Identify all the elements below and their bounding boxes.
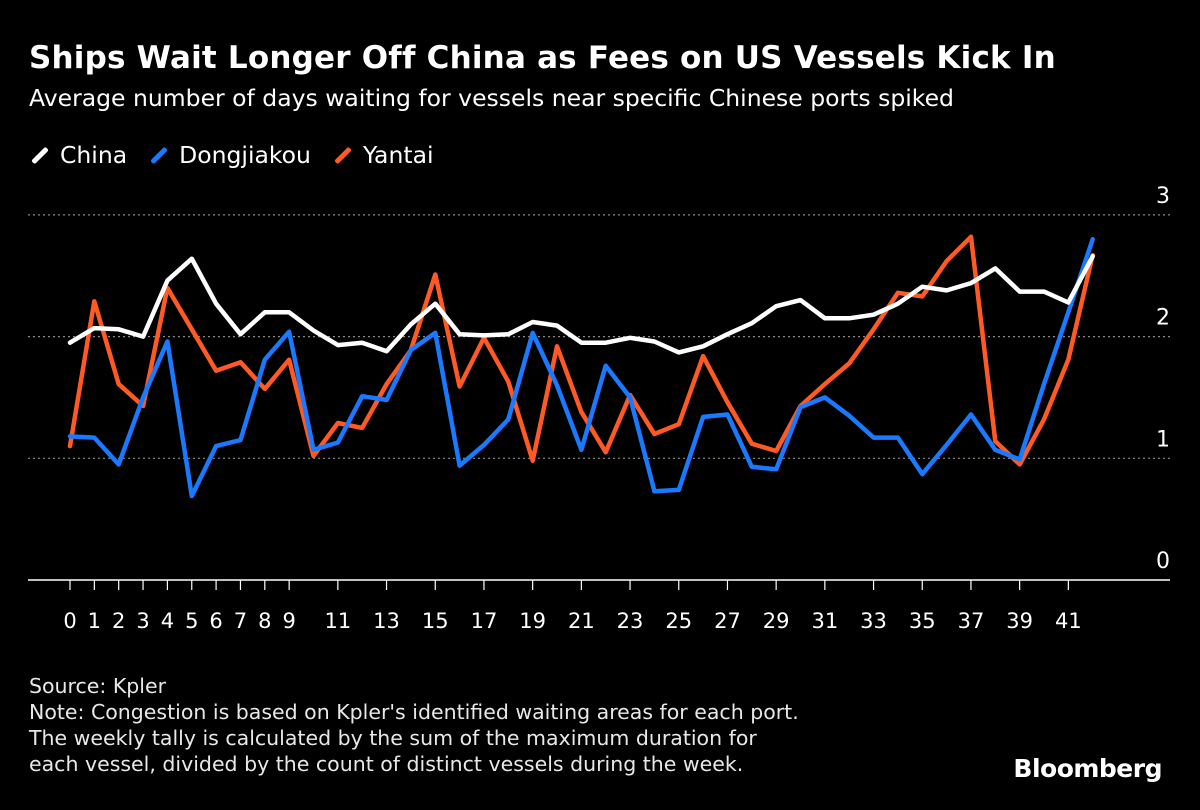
chart-subtitle: Average number of days waiting for vesse…: [29, 84, 954, 112]
x-tick-label-8: 8: [258, 609, 271, 633]
note-text: Note: Congestion is based on Kpler's ide…: [29, 699, 969, 777]
x-tick-label-15: 15: [422, 609, 449, 633]
x-tick-label-13: 13: [373, 609, 400, 633]
x-tick-label-29: 29: [763, 609, 790, 633]
y-tick-label-0: 0: [1156, 549, 1170, 574]
x-tick-label-7: 7: [234, 609, 247, 633]
x-tick-label-11: 11: [324, 609, 351, 633]
note-line-1: Note: Congestion is based on Kpler's ide…: [29, 700, 799, 724]
x-tick-label-3: 3: [136, 609, 149, 633]
x-tick-label-35: 35: [909, 609, 936, 633]
series-line-dongjiakou: [67, 236, 1095, 499]
x-tick-label-4: 4: [161, 609, 174, 633]
legend-label-china: China: [60, 141, 128, 169]
y-tick-label-3: 3: [1156, 184, 1170, 209]
legend-item-china: China: [30, 141, 127, 169]
series-line-china: [67, 254, 1095, 355]
x-tick-label-39: 39: [1006, 609, 1033, 633]
x-tick-label-37: 37: [958, 609, 985, 633]
legend-label-dongjiakou: Dongjiakou: [179, 141, 311, 169]
x-tick-label-21: 21: [568, 609, 595, 633]
note-line-3: each vessel, divided by the count of dis…: [29, 752, 744, 776]
x-tick-label-6: 6: [209, 609, 222, 633]
legend-item-yantai: Yantai: [333, 141, 434, 169]
x-tick-label-31: 31: [811, 609, 838, 633]
y-tick-label-1: 1: [1156, 427, 1170, 452]
x-tick-label-41: 41: [1055, 609, 1082, 633]
x-tick-label-19: 19: [519, 609, 546, 633]
x-tick-label-5: 5: [185, 609, 198, 633]
legend-label-yantai: Yantai: [362, 141, 434, 169]
x-tick-label-1: 1: [88, 609, 101, 633]
legend-item-dongjiakou: Dongjiakou: [149, 141, 311, 169]
x-tick-label-0: 0: [63, 609, 76, 633]
legend: China Dongjiakou Yantai: [30, 138, 456, 172]
x-tick-label-2: 2: [112, 609, 125, 633]
chart-title: Ships Wait Longer Off China as Fees on U…: [29, 40, 1056, 76]
x-tick-label-23: 23: [617, 609, 644, 633]
bloomberg-logo: Bloomberg: [1013, 754, 1162, 783]
y-tick-label-2: 2: [1156, 306, 1170, 331]
source-text: Source: Kpler: [29, 674, 167, 698]
x-tick-label-33: 33: [860, 609, 887, 633]
x-tick-label-17: 17: [471, 609, 498, 633]
x-tick-label-9: 9: [282, 609, 295, 633]
series-line-yantai: [67, 234, 1095, 467]
note-line-2: The weekly tally is calculated by the su…: [29, 726, 757, 750]
x-tick-label-25: 25: [665, 609, 692, 633]
x-tick-label-27: 27: [714, 609, 741, 633]
